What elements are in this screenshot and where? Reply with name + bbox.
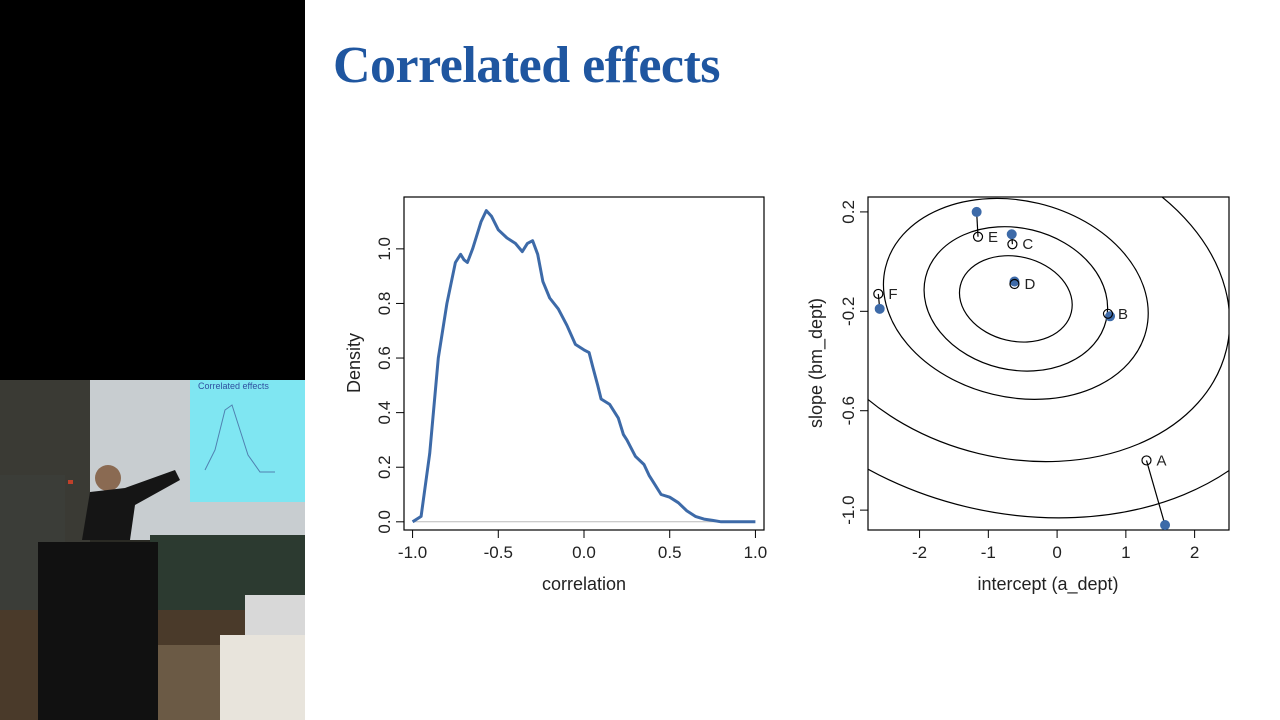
x-tick-label: 0.0 [572,543,596,562]
speaker-video-inset: Correlated effects [0,380,305,720]
point-group: A B C D E F [873,206,1171,531]
y-tick-label: -1.0 [839,495,858,524]
point-label: F [888,286,897,303]
x-tick-label: 1 [1121,543,1130,562]
point-label: C [1022,236,1033,253]
open-point [1009,278,1020,290]
y-tick-label: 0.8 [375,292,394,316]
x-tick-label: -1.0 [398,543,427,562]
plot-frame [867,196,1230,531]
open-point [1141,455,1152,466]
plot-frame [403,196,765,531]
y-tick-label: -0.6 [839,396,858,425]
y-tick-label: 1.0 [375,237,394,261]
speaker-video-image: Correlated effects [0,380,305,720]
y-tick-label: -0.2 [839,297,858,326]
tick-group: -2 -1 0 1 2 0.2 -0.2 -0.6 -1.0 [839,200,1199,562]
y-tick-label: 0.2 [375,455,394,479]
x-tick-label: -0.5 [484,543,513,562]
contour-ellipse [923,226,1109,372]
point-label: E [988,229,998,246]
density-curve [411,209,756,524]
point-label: A [1156,452,1166,469]
open-point [1007,239,1018,250]
x-axis-title: correlation [542,574,626,594]
filled-point [874,303,885,314]
x-axis-title: intercept (a_dept) [977,574,1118,595]
open-point [873,288,884,300]
scatter-chart: -2 -1 0 1 2 0.2 -0.2 -0.6 -1.0 A B C D E F intercept … [806,196,1230,595]
contour-group [868,197,1229,519]
open-point [972,231,984,242]
y-axis-title: slope (bm_dept) [806,298,827,428]
inset-projected-title: Correlated effects [198,381,269,391]
y-tick-label: 0.0 [375,510,394,534]
contour-ellipse [958,255,1073,343]
point-label: D [1024,276,1035,293]
filled-point [1009,276,1020,287]
shrinkage-line [1145,460,1166,526]
y-tick-label: 0.6 [375,346,394,370]
point-label: B [1118,306,1128,323]
x-tick-label: 0.5 [658,543,682,562]
slide-title: Correlated effects [333,37,721,94]
filled-point [1160,520,1171,531]
open-point [1102,308,1114,319]
x-tick-label: -1 [981,543,996,562]
x-tick-label: 2 [1190,543,1199,562]
y-tick-label: 0.2 [839,200,858,224]
y-axis-title: Density [344,333,364,393]
contour-ellipse [882,197,1149,400]
black-panel: Correlated effects [0,0,305,720]
density-chart: -1.0 -0.5 0.0 0.5 1.0 0.0 0.2 0.4 0.6 0.8 1.0 corr… [344,196,767,594]
x-tick-label: -2 [912,543,927,562]
filled-point [971,206,982,217]
x-tick-label: 1.0 [744,543,768,562]
x-tick-label: 0 [1052,543,1061,562]
slide: Correlated effects -1.0 -0.5 0.0 0.5 1.0 0.0 0… [305,0,1280,720]
y-tick-label: 0.4 [375,401,394,425]
tick-group: -1.0 -0.5 0.0 0.5 1.0 0.0 0.2 0.4 0.6 0.8 1.0 [375,237,767,562]
contour-ellipse [868,197,1229,519]
contour-ellipse [868,197,1229,463]
filled-point [1006,229,1017,240]
